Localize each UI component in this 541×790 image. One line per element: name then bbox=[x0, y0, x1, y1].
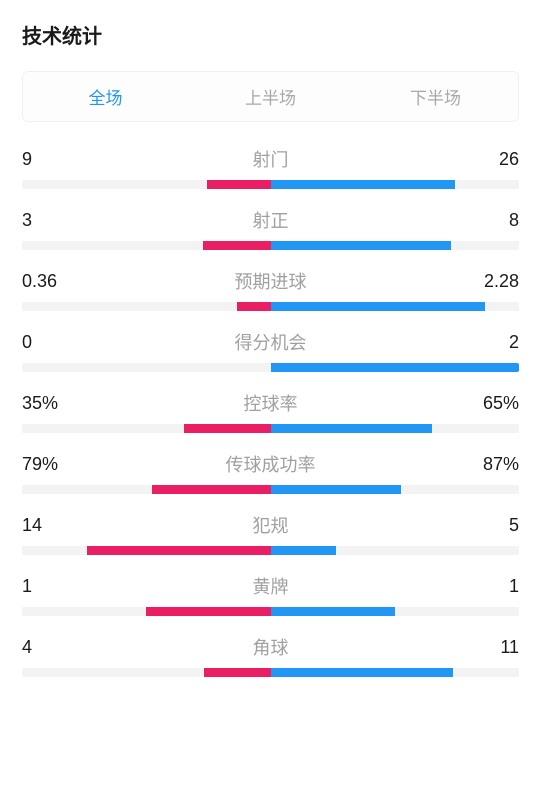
stat-bar bbox=[22, 546, 519, 555]
stat-row: 4角球11 bbox=[22, 634, 519, 677]
stat-value-left: 9 bbox=[22, 149, 188, 170]
bar-left-fill bbox=[237, 302, 271, 311]
stat-bar bbox=[22, 668, 519, 677]
stat-bar bbox=[22, 485, 519, 494]
stat-value-right: 1 bbox=[353, 576, 519, 597]
stat-bar bbox=[22, 363, 519, 372]
stat-name: 黄牌 bbox=[188, 573, 354, 599]
stat-row: 1黄牌1 bbox=[22, 573, 519, 616]
stat-name: 得分机会 bbox=[188, 329, 354, 355]
bar-right-fill bbox=[271, 424, 433, 433]
bar-left-fill bbox=[87, 546, 270, 555]
stat-name: 传球成功率 bbox=[188, 451, 354, 477]
tab-bar: 全场上半场下半场 bbox=[22, 71, 519, 122]
stat-row: 0得分机会2 bbox=[22, 329, 519, 372]
stat-labels: 1黄牌1 bbox=[22, 573, 519, 599]
stat-row: 9射门26 bbox=[22, 146, 519, 189]
stat-value-right: 26 bbox=[353, 149, 519, 170]
tab-1[interactable]: 上半场 bbox=[188, 72, 353, 121]
bar-right-fill bbox=[271, 241, 452, 250]
stat-labels: 14犯规5 bbox=[22, 512, 519, 538]
stat-value-left: 79% bbox=[22, 454, 188, 475]
bar-right-fill bbox=[271, 363, 520, 372]
stat-value-left: 14 bbox=[22, 515, 188, 536]
stat-row: 3射正8 bbox=[22, 207, 519, 250]
bar-left-fill bbox=[207, 180, 271, 189]
stat-name: 射正 bbox=[188, 207, 354, 233]
stat-row: 79%传球成功率87% bbox=[22, 451, 519, 494]
stat-value-left: 3 bbox=[22, 210, 188, 231]
stat-name: 预期进球 bbox=[188, 268, 354, 294]
stats-list: 9射门26 3射正8 0.36预期进球2.28 0得分机会2 35%控球率65% 79%传… bbox=[22, 146, 519, 677]
stat-value-left: 0 bbox=[22, 332, 188, 353]
tab-2[interactable]: 下半场 bbox=[353, 72, 518, 121]
stat-name: 角球 bbox=[188, 634, 354, 660]
stat-value-left: 0.36 bbox=[22, 271, 188, 292]
bar-left-fill bbox=[204, 668, 270, 677]
stat-bar bbox=[22, 180, 519, 189]
bar-right-fill bbox=[271, 485, 401, 494]
bar-left-fill bbox=[184, 424, 271, 433]
bar-right-fill bbox=[271, 546, 336, 555]
stat-labels: 79%传球成功率87% bbox=[22, 451, 519, 477]
stat-name: 射门 bbox=[188, 146, 354, 172]
stat-bar bbox=[22, 241, 519, 250]
stat-value-left: 35% bbox=[22, 393, 188, 414]
stat-row: 0.36预期进球2.28 bbox=[22, 268, 519, 311]
bar-right-fill bbox=[271, 180, 456, 189]
stat-labels: 4角球11 bbox=[22, 634, 519, 660]
bar-right-fill bbox=[271, 607, 395, 616]
stat-value-right: 65% bbox=[353, 393, 519, 414]
stat-value-right: 8 bbox=[353, 210, 519, 231]
panel-title: 技术统计 bbox=[22, 20, 519, 49]
bar-left-fill bbox=[146, 607, 270, 616]
bar-right-fill bbox=[271, 668, 453, 677]
stat-row: 35%控球率65% bbox=[22, 390, 519, 433]
stat-value-left: 1 bbox=[22, 576, 188, 597]
stat-row: 14犯规5 bbox=[22, 512, 519, 555]
stat-value-right: 11 bbox=[353, 637, 519, 658]
bar-left-fill bbox=[152, 485, 270, 494]
bar-right-fill bbox=[271, 302, 486, 311]
stats-panel: 技术统计 全场上半场下半场 9射门26 3射正8 0.36预期进球2.28 0得分机会… bbox=[0, 0, 541, 677]
tab-0[interactable]: 全场 bbox=[23, 72, 188, 121]
stat-value-right: 5 bbox=[353, 515, 519, 536]
stat-labels: 0得分机会2 bbox=[22, 329, 519, 355]
stat-value-right: 87% bbox=[353, 454, 519, 475]
stat-labels: 35%控球率65% bbox=[22, 390, 519, 416]
stat-name: 控球率 bbox=[188, 390, 354, 416]
stat-value-left: 4 bbox=[22, 637, 188, 658]
stat-name: 犯规 bbox=[188, 512, 354, 538]
stat-value-right: 2.28 bbox=[353, 271, 519, 292]
stat-value-right: 2 bbox=[353, 332, 519, 353]
bar-left-fill bbox=[203, 241, 271, 250]
stat-bar bbox=[22, 607, 519, 616]
stat-labels: 3射正8 bbox=[22, 207, 519, 233]
stat-labels: 9射门26 bbox=[22, 146, 519, 172]
stat-bar bbox=[22, 424, 519, 433]
stat-labels: 0.36预期进球2.28 bbox=[22, 268, 519, 294]
stat-bar bbox=[22, 302, 519, 311]
